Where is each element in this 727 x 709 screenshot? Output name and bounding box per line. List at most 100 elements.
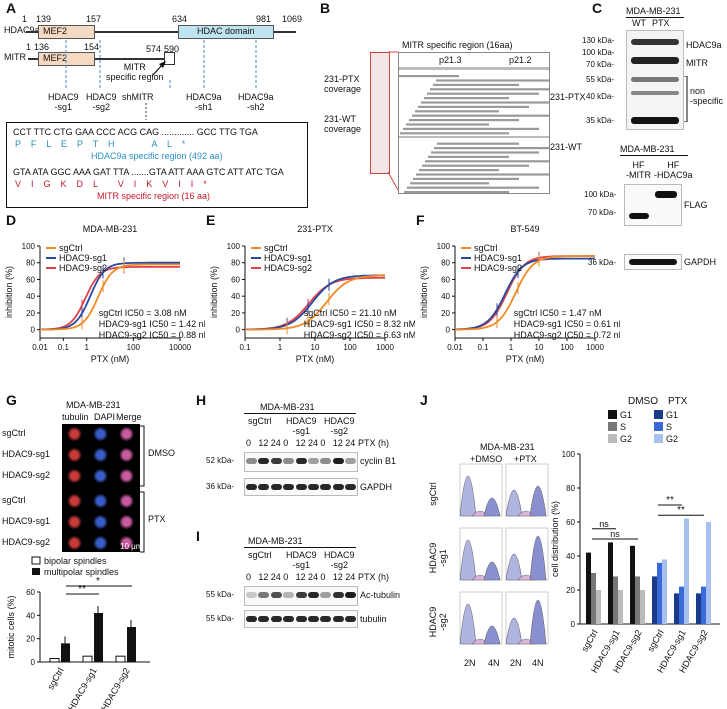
- mpos-154: 154: [84, 42, 100, 52]
- i-blot-tubulin: [244, 610, 358, 628]
- h-blot-cyclinb1: [244, 452, 358, 472]
- pos-1069: 1069: [282, 14, 303, 24]
- read-23: [410, 182, 489, 185]
- c-kda-1: 100 kDa-: [582, 48, 615, 57]
- g-row-0: sgCtrl: [2, 428, 26, 438]
- xtick-0.1: 0.1: [239, 343, 251, 352]
- i-band-1: tubulin: [360, 614, 387, 624]
- panel-label-c: C: [592, 0, 603, 16]
- i-blot1-lane-6: [320, 592, 332, 598]
- g-star2: **: [78, 584, 86, 595]
- h-time-3: 0: [283, 438, 289, 448]
- i-blot2-lane-3: [283, 616, 295, 622]
- legend-HDAC9-sg1: HDAC9-sg1: [264, 253, 312, 263]
- j-row-2-0: HDAC9: [428, 607, 438, 638]
- g-image-grid: [62, 424, 140, 552]
- h-group-2: HDAC9 -sg2: [324, 416, 355, 436]
- h-blot1-lane-1: [258, 458, 270, 464]
- g-cell-5-2: [117, 535, 136, 551]
- ytick-100: 100: [437, 242, 451, 251]
- h-blot2-lane-5: [308, 484, 319, 490]
- i-group-0: sgCtrl: [248, 550, 272, 560]
- ylabel: inhibition (%): [4, 266, 14, 318]
- j-row-1-0: HDAC9: [428, 543, 438, 574]
- panel-i: MDA-MB-231 sgCtrl HDAC9 -sg1 HDAC9 -sg2 PT…: [196, 530, 420, 650]
- h-rule: [244, 413, 356, 414]
- legend-HDAC9-sg2: HDAC9-sg2: [264, 263, 312, 273]
- g-bar-bipolar-1: [82, 655, 93, 663]
- g-scalebar: 10 μm: [120, 542, 143, 551]
- j-legend-dmso-swatch-0: [608, 410, 617, 419]
- j-x2: 4N: [488, 658, 500, 668]
- i-blot1-lane-8: [345, 592, 357, 598]
- read-18: [425, 160, 549, 163]
- g-ylabel: mitotic cells (%): [6, 595, 16, 658]
- i-blot2-lane-4: [295, 616, 307, 622]
- sg1-label: HDAC9 -sg1: [48, 92, 79, 112]
- b-wt-coverage: 231-WT coverage: [324, 114, 362, 134]
- j-peak-g1-0-0: [459, 476, 477, 517]
- j-bar-2-S: [635, 576, 640, 624]
- j-legend-ptx-swatch-1: [654, 422, 663, 431]
- j-x1: 2N: [464, 658, 476, 668]
- h-blot2-lane-7: [332, 484, 344, 490]
- legend-HDAC9-sg2: HDAC9-sg2: [59, 263, 107, 273]
- j-bar-1-G2: [618, 590, 623, 624]
- panel-label-j: J: [420, 392, 428, 408]
- g-cell-5-1: [91, 535, 110, 551]
- read-12: [403, 127, 539, 130]
- xtick-100: 100: [343, 343, 357, 352]
- ic50-label-2: HDAC9-sg2 IC50 = 0.72 nM: [514, 330, 620, 340]
- j-legend-dmso-swatch-1: [608, 422, 617, 431]
- g-row-5: HDAC9-sg2: [2, 537, 51, 547]
- panel-c: MDA-MB-231 WT PTX 130 kDa- 100 kDa- 70 k…: [582, 0, 727, 280]
- h-blot2-lane-0: [246, 484, 257, 490]
- g-col-dapi: DAPI: [94, 412, 116, 422]
- xtick-100: 100: [127, 343, 141, 352]
- j-ns2: ns: [610, 529, 620, 539]
- j-cat-3: sgCtrl: [645, 628, 665, 653]
- j-cat-0: sgCtrl: [579, 628, 599, 653]
- j-bar-3-G2: [662, 559, 667, 624]
- curve-title: BT-549: [510, 224, 539, 234]
- j-ylabel: cell distribution (%): [550, 501, 560, 577]
- i-cell: MDA-MB-231: [248, 536, 303, 546]
- b-genome-browser: p21.3 p21.2: [398, 52, 550, 194]
- g-legend-multipolar-swatch: [32, 568, 40, 575]
- g-cat-HDAC9-sg1: HDAC9-sg1: [66, 666, 99, 709]
- xlabel: PTX (nM): [91, 354, 130, 364]
- c-kda2-2: 36 kDa-: [588, 258, 617, 267]
- ic50-label-2: HDAC9-sg2 IC50 = 0.88 nM: [99, 330, 205, 340]
- i-time-2: 24: [270, 572, 281, 582]
- i-band-0: Ac-tubulin: [360, 590, 401, 600]
- g-cell: MDA-MB-231: [66, 400, 121, 410]
- i-times: 0 12 24 0 12 24 0 12 24: [244, 572, 356, 584]
- i-group-1: HDAC9 -sg1: [286, 550, 317, 570]
- g-row-4: HDAC9-sg1: [2, 516, 51, 526]
- h-time-4: 12: [295, 438, 306, 448]
- b-band1: p21.3: [439, 55, 462, 65]
- read-22: [413, 177, 519, 180]
- panel-label-a: A: [6, 0, 17, 16]
- h-time-1: 12: [258, 438, 269, 448]
- c-kda-4: 40 kDa-: [586, 92, 615, 101]
- legend-HDAC9-sg1: HDAC9-sg1: [474, 253, 522, 263]
- j-peak-g1-1-0: [459, 540, 477, 581]
- read-13: [400, 132, 509, 135]
- g-cell-4-0: [65, 514, 84, 530]
- j-peak-g2-0-1: [529, 485, 547, 517]
- mpos-1: 1: [26, 42, 32, 52]
- c-nonspecific: non -specific: [690, 86, 724, 106]
- ytick-40: 40: [231, 292, 240, 301]
- j-row-1-1: -sg1: [438, 549, 448, 567]
- i-blot2-lane-5: [308, 616, 319, 622]
- panel-f-curve: BT-549 0 20 40 60 80 100 0.01 0.1 1 10 100 1000 inhib…: [419, 224, 620, 364]
- c-kda-5: 35 kDa-: [586, 116, 615, 125]
- ytick-100: 100: [22, 242, 36, 251]
- j-bar-4-G1: [674, 593, 679, 624]
- g-legend-multipolar: multipolar spindles: [44, 567, 119, 577]
- xtick-0.1: 0.1: [477, 343, 489, 352]
- i-blot1-lane-5: [308, 592, 319, 598]
- j-legend-dmso-G2: G2: [620, 434, 632, 444]
- b-zoom-lines: [387, 51, 399, 191]
